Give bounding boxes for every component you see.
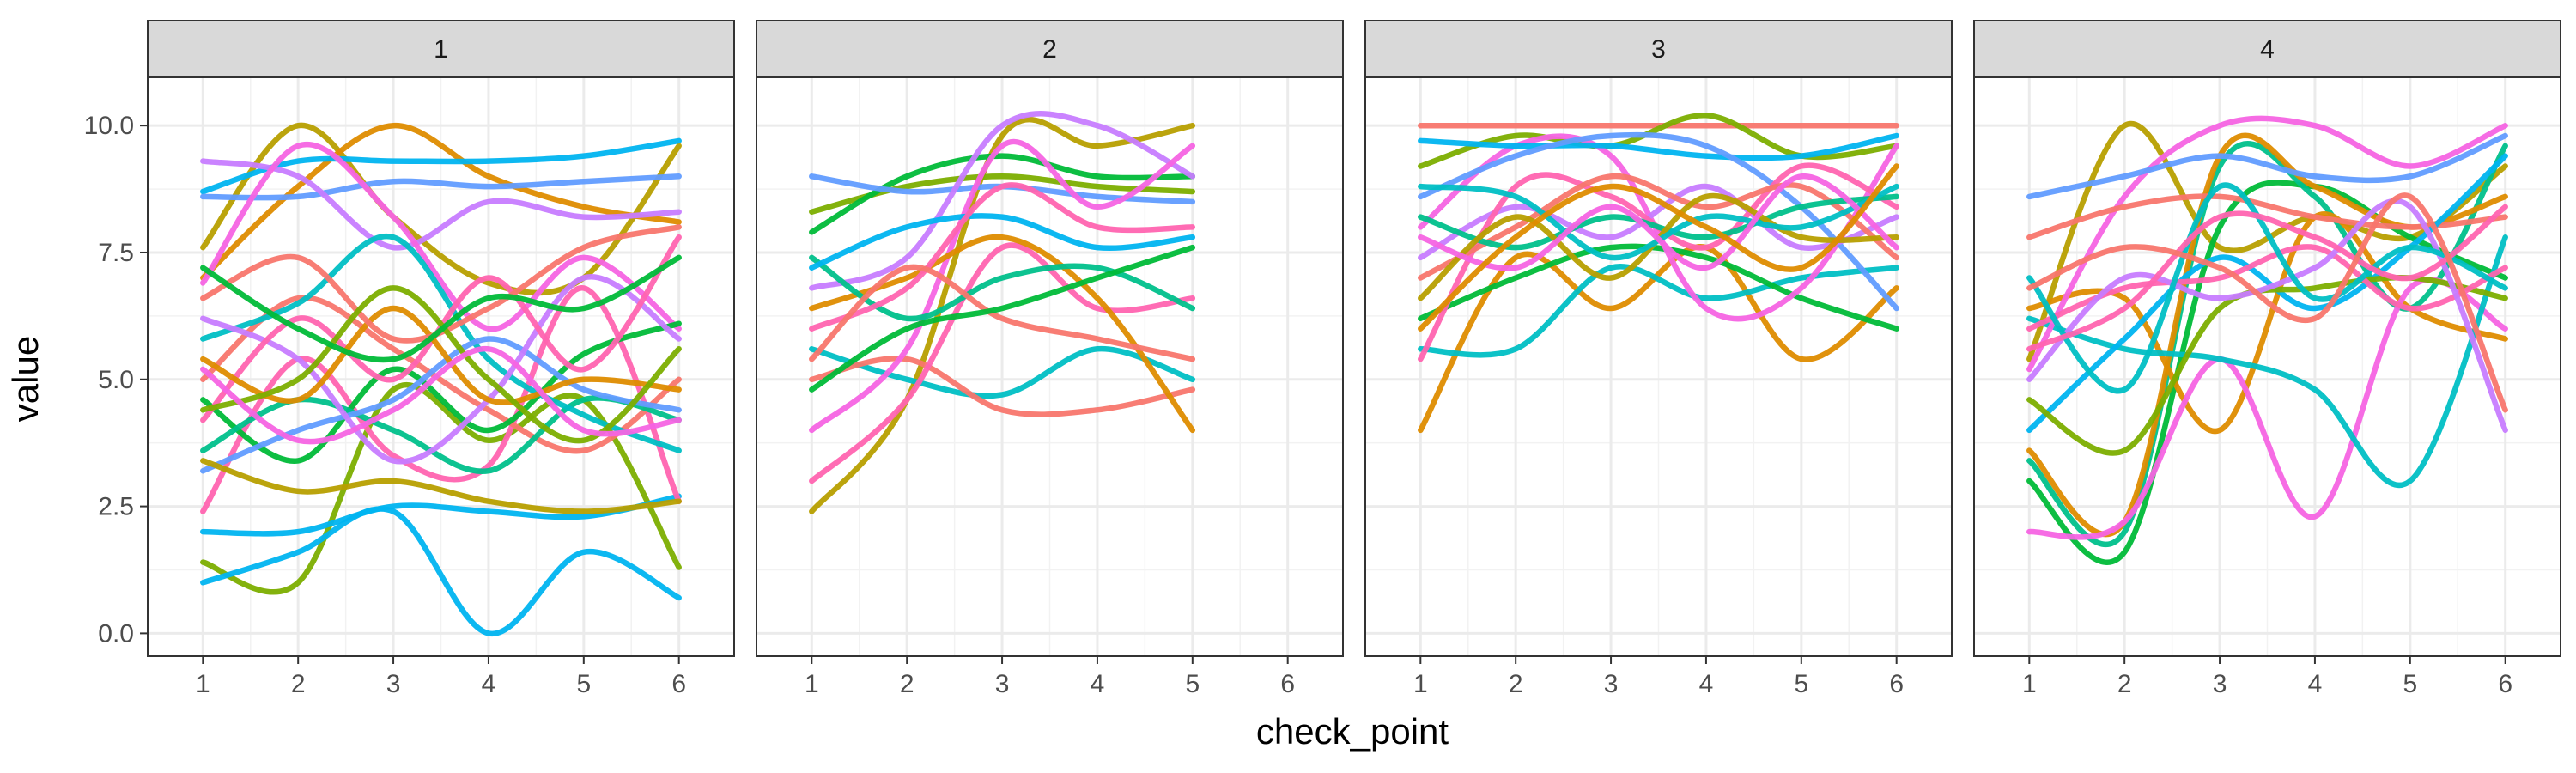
facet-strip <box>756 20 1344 78</box>
series-line <box>200 320 682 464</box>
series-line <box>200 137 682 195</box>
series-line <box>1418 173 1899 271</box>
facet-strip-label: 4 <box>2260 35 2275 64</box>
series-line <box>809 346 1196 399</box>
facet-strip <box>1364 20 1953 78</box>
series-line <box>2026 192 2508 413</box>
series-line <box>1418 264 1899 358</box>
x-tick-label: 2 <box>1509 670 1523 698</box>
x-tick-label: 4 <box>482 670 496 698</box>
y-tick-label: 5.0 <box>98 366 134 394</box>
series-line <box>200 173 682 201</box>
x-tick-label: 6 <box>1889 670 1904 698</box>
series-line <box>200 458 682 514</box>
facet-panel-1: 1 1 2 3 4 5 6 0.0 2.5 5.0 7.5 10.0 <box>84 20 735 698</box>
series-line <box>200 254 682 363</box>
series-line <box>809 182 1196 332</box>
x-tick-label: 4 <box>1699 670 1714 698</box>
series-line <box>200 346 682 445</box>
series-line <box>809 234 1196 434</box>
y-tick-label: 2.5 <box>98 493 134 521</box>
series-line <box>1418 131 1899 312</box>
facet-strip <box>1973 20 2561 78</box>
series-line <box>2026 198 2508 434</box>
series-line <box>200 336 682 474</box>
series-line <box>2026 193 2508 240</box>
x-axis-title: check_point <box>1256 711 1449 752</box>
series-line <box>2026 182 2508 394</box>
series-line <box>809 242 1196 484</box>
facet-strip-label: 3 <box>1651 35 1666 64</box>
x-tick-label: 1 <box>1413 670 1428 698</box>
series-group <box>1418 113 1899 434</box>
y-axis-title: value <box>5 336 46 422</box>
x-tick-label: 1 <box>805 670 819 698</box>
series-line <box>2026 204 2508 352</box>
series-line <box>1418 132 1899 161</box>
series-line <box>2026 141 2508 548</box>
series-line <box>200 493 682 537</box>
x-tick-label: 6 <box>1280 670 1295 698</box>
x-tick-label: 5 <box>1794 670 1808 698</box>
x-tick-label: 2 <box>900 670 914 698</box>
facets-layer: 11 2 3 4 5 60.02.55.07.510.021 2 3 4 5 631 2 3 4 5 641 2… <box>84 20 2561 698</box>
y-tick-label: 0.0 <box>98 619 134 648</box>
series-line <box>809 138 1196 434</box>
x-tick-label: 5 <box>2403 670 2417 698</box>
series-line <box>200 285 682 514</box>
series-line <box>200 506 682 636</box>
series-line <box>809 244 1196 393</box>
facet-panel-2: 2 1 2 3 4 5 6 <box>756 20 1344 698</box>
x-tick-label: 3 <box>995 670 1010 698</box>
series-line <box>2026 244 2508 332</box>
series-line <box>809 153 1196 235</box>
series-line <box>200 233 682 453</box>
x-tick-label: 2 <box>291 670 306 698</box>
y-tick-label: 7.5 <box>98 239 134 267</box>
x-tick-label: 4 <box>1091 670 1105 698</box>
series-line <box>809 213 1196 271</box>
series-line <box>2026 153 2508 434</box>
series-line <box>809 111 1196 291</box>
x-tick-label: 2 <box>2117 670 2132 698</box>
x-tick-label: 6 <box>2498 670 2512 698</box>
series-group <box>809 111 1196 514</box>
series-line <box>1418 163 1899 332</box>
series-group <box>2026 115 2508 565</box>
x-tick-label: 5 <box>576 670 591 698</box>
facet-strip <box>147 20 735 78</box>
x-tick-label: 3 <box>2213 670 2227 698</box>
facet-strip-label: 1 <box>434 35 448 64</box>
series-line <box>2026 234 2508 489</box>
series-line <box>1418 173 1899 281</box>
series-line <box>200 158 682 251</box>
facet-panel-4: 4 1 2 3 4 5 6 <box>1973 20 2561 698</box>
series-line <box>1418 192 1899 301</box>
series-group <box>200 122 682 636</box>
facet-panel-3: 3 1 2 3 4 5 6 <box>1364 20 1953 698</box>
series-line <box>2026 132 2508 200</box>
series-line <box>2026 180 2508 565</box>
x-tick-label: 3 <box>1604 670 1619 698</box>
x-tick-label: 4 <box>2308 670 2323 698</box>
series-line <box>200 141 682 332</box>
x-tick-label: 5 <box>1185 670 1200 698</box>
y-tick-label: 10.0 <box>84 112 134 140</box>
series-line <box>2026 277 2508 540</box>
x-tick-label: 1 <box>196 670 210 698</box>
series-line <box>2026 115 2508 373</box>
x-tick-label: 3 <box>386 670 401 698</box>
x-tick-label: 6 <box>671 670 686 698</box>
x-tick-label: 1 <box>2022 670 2037 698</box>
series-line <box>1418 162 1899 362</box>
series-line <box>200 295 682 454</box>
series-line <box>809 355 1196 417</box>
series-line <box>200 122 682 281</box>
series-line <box>200 273 682 465</box>
facet-strip-label: 2 <box>1042 35 1057 64</box>
series-line <box>809 264 1196 362</box>
series-line <box>1418 183 1899 261</box>
